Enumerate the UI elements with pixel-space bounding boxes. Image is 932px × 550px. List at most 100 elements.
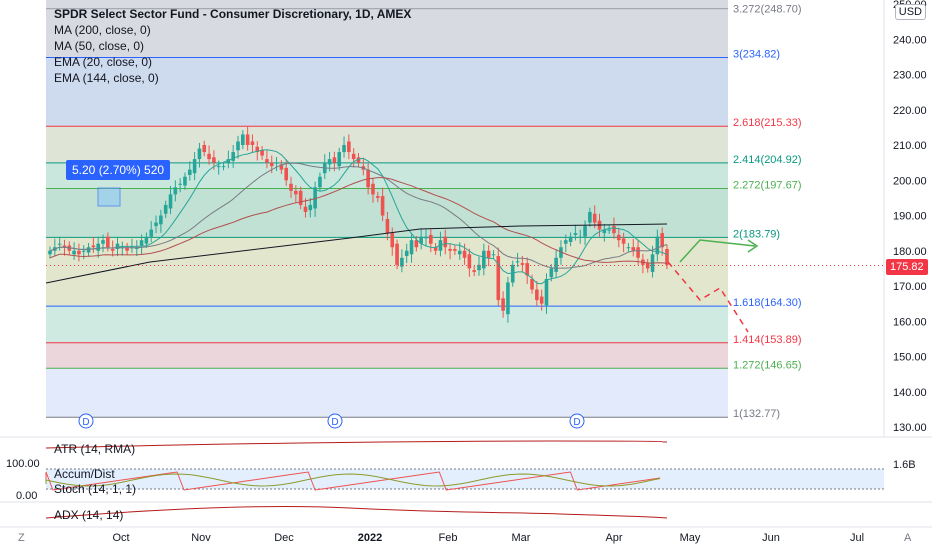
indicator-ema144[interactable]: EMA (144, close, 0) [54,71,159,85]
moving-average-lines [45,149,668,285]
price-tick-label: 230.00 [893,70,927,82]
candle-body [621,238,626,244]
candle-body [231,152,235,161]
indicator-ma200[interactable]: MA (200, close, 0) [54,23,151,37]
projection-drawing[interactable] [97,187,759,333]
candle-body [616,234,621,241]
dividend-marker [78,413,94,429]
indicator-ma50[interactable]: MA (50, close, 0) [54,39,145,53]
candle-body [665,248,669,265]
bearish-projection [667,261,749,333]
candle-body [443,236,448,248]
candle-body [226,159,231,163]
candle-body [279,164,284,170]
fib-label: 1.272(146.65) [733,359,802,371]
candle-body [424,236,428,239]
auto-scale-button[interactable]: A [904,532,912,544]
time-axis[interactable]: Oct Nov Dec 2022 Feb Mar Apr May Jun Jul D D D [0,413,932,544]
candle-body [385,219,390,234]
bullish-arrowhead [747,239,759,253]
candle-body [255,146,260,153]
timezone-button[interactable]: Z [18,532,25,544]
candle-body [530,278,534,290]
candle-body [342,145,346,153]
candle-body [395,243,399,265]
candle-body [549,268,554,278]
time-tick-label: Apr [605,532,622,544]
candle-body [592,213,597,223]
candle-body [313,187,317,209]
candle-body [515,261,520,263]
candle-body [250,141,255,145]
candle-body [216,166,221,168]
candle-body [207,153,211,160]
candle-body [125,247,129,251]
candle-body [602,229,607,234]
candle-body [351,153,356,160]
symbol-title[interactable]: SPDR Select Sector Fund - Consumer Discr… [54,7,412,21]
dividend-marker-label: D [573,417,580,428]
candle-body [433,247,438,251]
candle-body [660,233,664,248]
candle-body [588,211,592,223]
candle-body [221,166,226,168]
fib-label: 2(183.79) [733,228,780,240]
candle-body [578,236,583,238]
candle-body [429,234,433,244]
measure-label: 5.20 (2.70%) 520 [66,160,171,180]
price-tick-label: 190.00 [893,211,927,223]
price-tick-label: 180.00 [893,246,927,258]
candle-body [347,141,351,153]
fib-label: 3(234.82) [733,49,780,61]
fib-label: 2.272(197.67) [733,179,802,191]
candle-body [501,298,505,311]
candle-body [168,194,173,209]
candle-body [332,157,337,163]
candle-body [400,257,404,267]
fib-zone [46,0,728,9]
stoch-label[interactable]: Stoch (14, 1, 1) [54,482,137,496]
currency-badge[interactable]: USD [894,4,926,20]
candle-body [477,264,481,271]
time-tick-label: Nov [191,532,211,544]
accum-dist-line [45,473,661,487]
time-tick-label: Dec [274,532,294,544]
candle-body [457,250,462,255]
candle-body [284,167,288,181]
candle-body [390,233,395,248]
time-tick-label: Mar [512,532,531,544]
price-axis[interactable]: 250.00240.00230.00220.00210.00200.00190.… [46,0,927,437]
candle-body [496,256,501,301]
candle-body [48,250,52,255]
candle-body [371,183,375,195]
fib-label: 2.618(215.33) [733,117,802,129]
atr-value: 1.6B [893,459,916,471]
candle-body [438,240,443,251]
indicator-ema20[interactable]: EMA (20, close, 0) [54,55,153,69]
candle-body [448,248,452,251]
accum-dist-label[interactable]: Accum/Dist [54,467,115,481]
candle-body [163,204,168,214]
fib-label: 1(132.77) [733,408,780,420]
ema20-line [49,149,668,285]
fib-label: 3.272(248.70) [733,4,802,16]
candle-body [212,157,216,163]
adx-label[interactable]: ADX (14, 14) [54,508,124,522]
candle-body [472,270,476,272]
candle-body [86,247,91,253]
candle-body [241,134,245,145]
candle-body [106,236,110,248]
candle-body [414,240,419,248]
candle-body [139,240,144,246]
price-tick-label: 160.00 [893,316,927,328]
candle-body [81,250,86,252]
candle-body [72,250,76,255]
atr-label[interactable]: ATR (14, RMA) [54,442,136,456]
candle-body [525,263,530,276]
measure-box [97,187,121,207]
fib-zone [46,342,728,369]
candle-body [645,263,650,269]
candle-body [269,162,274,167]
candle-body [453,248,457,251]
